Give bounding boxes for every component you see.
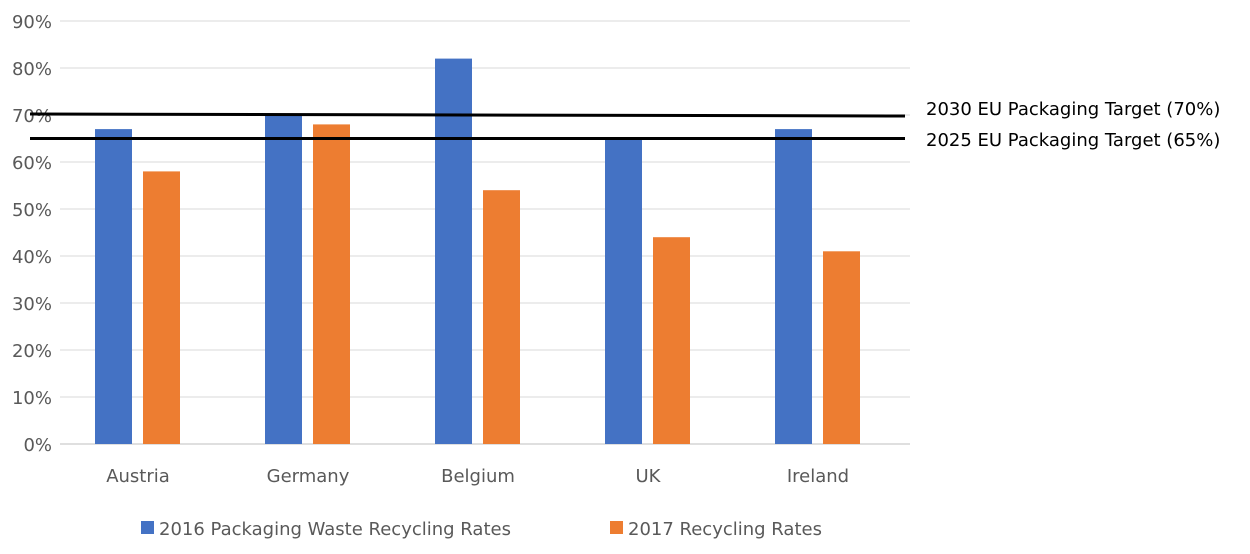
y-tick-label: 50% xyxy=(12,200,52,221)
x-tick-label: UK xyxy=(636,466,662,487)
x-tick-label: Ireland xyxy=(787,466,849,487)
legend-label: 2017 Recycling Rates xyxy=(628,519,822,540)
bar-austria-2016 xyxy=(95,129,132,444)
bar-belgium-2017 xyxy=(483,190,520,444)
y-tick-label: 70% xyxy=(12,106,52,127)
legend-swatch xyxy=(610,521,623,534)
target-label-2025: 2025 EU Packaging Target (65%) xyxy=(926,130,1220,151)
y-tick-label: 0% xyxy=(23,435,52,456)
bar-germany-2016 xyxy=(265,115,302,444)
y-tick-label: 10% xyxy=(12,388,52,409)
x-tick-label: Belgium xyxy=(441,466,515,487)
bar-germany-2017 xyxy=(313,124,350,445)
y-tick-label: 60% xyxy=(12,153,52,174)
bar-ireland-2016 xyxy=(775,129,812,444)
y-tick-label: 90% xyxy=(12,12,52,33)
x-tick-label: Austria xyxy=(106,466,170,487)
legend-label: 2016 Packaging Waste Recycling Rates xyxy=(159,519,511,540)
bar-austria-2017 xyxy=(143,171,180,444)
y-tick-label: 80% xyxy=(12,59,52,80)
target-line-2030 xyxy=(29,112,906,118)
y-tick-label: 40% xyxy=(12,247,52,268)
y-tick-label: 20% xyxy=(12,341,52,362)
x-tick-label: Germany xyxy=(267,466,350,487)
target-label-2030: 2030 EU Packaging Target (70%) xyxy=(926,99,1220,120)
legend-swatch xyxy=(141,521,154,534)
bar-ireland-2017 xyxy=(823,251,860,444)
y-tick-label: 30% xyxy=(12,294,52,315)
bar-uk-2017 xyxy=(653,237,690,444)
bar-uk-2016 xyxy=(605,138,642,444)
bar-belgium-2016 xyxy=(435,58,472,444)
